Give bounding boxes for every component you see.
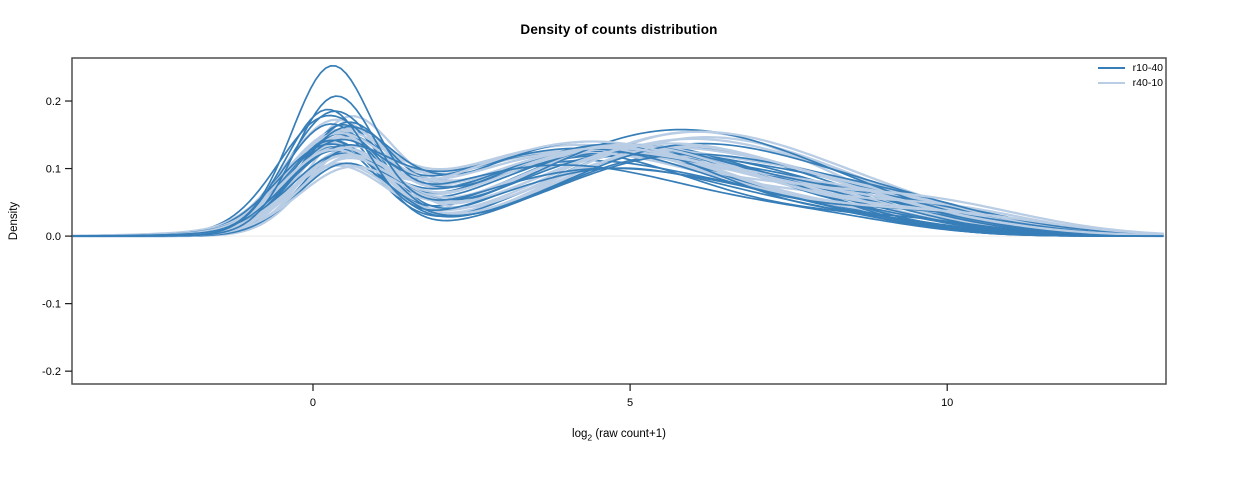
- x-tick-label: 10: [941, 397, 953, 409]
- legend-label: r40-10: [1132, 77, 1163, 89]
- chart-title: Density of counts distribution: [520, 22, 718, 37]
- density-curve-r40-10: [72, 142, 1164, 238]
- y-tick-label: 0.1: [46, 164, 61, 176]
- curves-layer: [72, 64, 1164, 238]
- legend-item-r40-10: r40-10: [1097, 77, 1163, 89]
- x-axis-title: log2 (raw count+1): [0, 428, 1238, 442]
- plot-frame: [71, 57, 1167, 385]
- density-curve-r10-40: [72, 64, 1164, 237]
- legend-line-sample-light: [1097, 82, 1125, 84]
- density-curve-r40-10: [72, 140, 1164, 238]
- x-axis-title-sub: 2: [587, 432, 593, 443]
- x-axis-title-rest: (raw count+1): [592, 428, 666, 440]
- legend: r10-40 r40-10: [1097, 62, 1163, 89]
- y-tick-label: -0.1: [42, 299, 61, 311]
- y-tick-label: 0.0: [46, 231, 61, 243]
- legend-line-sample-dark: [1097, 67, 1125, 69]
- y-tick-label: 0.2: [46, 96, 61, 108]
- x-tick-label: 0: [310, 397, 316, 409]
- x-tick-label: 5: [627, 397, 633, 409]
- density-curve-r40-10: [72, 146, 1164, 238]
- x-axis-title-base: log: [572, 428, 588, 440]
- legend-label: r10-40: [1132, 62, 1163, 74]
- y-tick-label: -0.2: [42, 366, 61, 378]
- density-curve-r10-40: [72, 142, 1164, 237]
- legend-item-r10-40: r10-40: [1097, 62, 1163, 74]
